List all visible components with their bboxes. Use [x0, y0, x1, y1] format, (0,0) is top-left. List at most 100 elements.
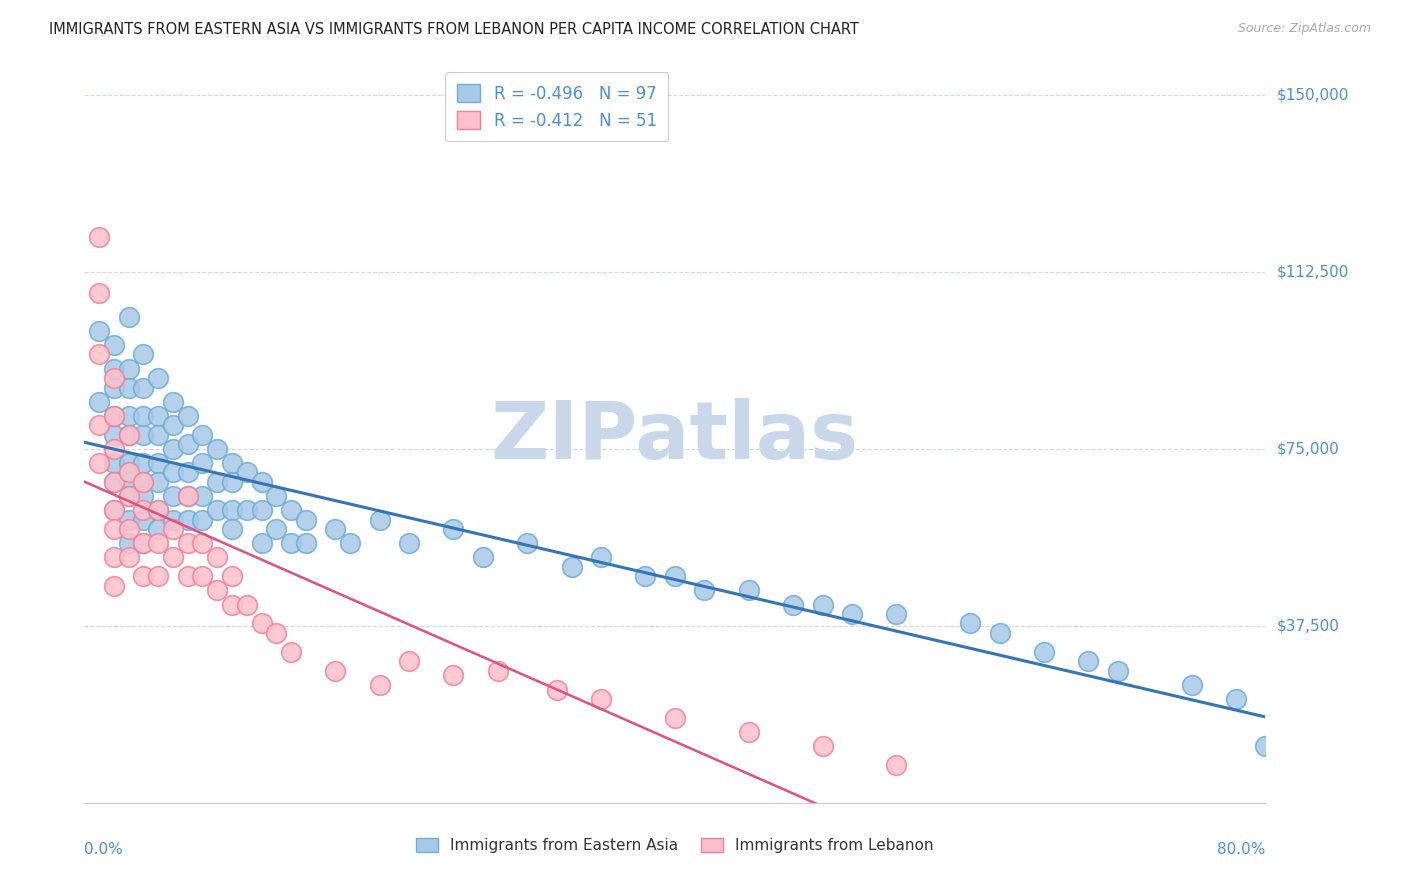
Point [177, 569, 200, 583]
Point [103, 338, 125, 352]
Point [148, 503, 170, 517]
Point [87, 394, 111, 409]
Legend: Immigrants from Eastern Asia, Immigrants from Lebanon: Immigrants from Eastern Asia, Immigrants… [409, 830, 941, 861]
Point [148, 409, 170, 423]
Point [103, 380, 125, 394]
Point [132, 513, 155, 527]
Point [443, 668, 465, 682]
Point [103, 371, 125, 385]
Point [591, 550, 613, 565]
Point [177, 536, 200, 550]
Point [118, 409, 141, 423]
Point [132, 489, 155, 503]
Point [398, 654, 420, 668]
Point [162, 394, 184, 409]
Point [191, 536, 214, 550]
Point [561, 559, 583, 574]
Point [177, 489, 200, 503]
Point [1254, 739, 1277, 754]
Point [266, 626, 288, 640]
Point [250, 616, 273, 631]
Point [177, 466, 200, 480]
Point [118, 489, 141, 503]
Point [841, 607, 863, 621]
Point [738, 583, 761, 598]
Point [250, 503, 273, 517]
Point [118, 361, 141, 376]
Point [162, 489, 184, 503]
Point [87, 456, 111, 470]
Point [132, 347, 155, 361]
Point [87, 229, 111, 244]
Point [103, 522, 125, 536]
Point [103, 427, 125, 442]
Point [516, 536, 538, 550]
Point [368, 678, 391, 692]
Point [162, 522, 184, 536]
Point [221, 569, 243, 583]
Point [162, 550, 184, 565]
Point [295, 513, 318, 527]
Point [103, 409, 125, 423]
Point [339, 536, 361, 550]
Text: ZIPatlas: ZIPatlas [491, 398, 859, 476]
Point [118, 475, 141, 489]
Point [103, 503, 125, 517]
Point [132, 427, 155, 442]
Point [132, 475, 155, 489]
Point [118, 536, 141, 550]
Point [236, 466, 259, 480]
Point [162, 466, 184, 480]
Point [398, 536, 420, 550]
Point [132, 569, 155, 583]
Point [738, 725, 761, 739]
Text: $37,500: $37,500 [1277, 618, 1340, 633]
Point [148, 371, 170, 385]
Point [207, 550, 229, 565]
Point [811, 739, 834, 754]
Point [207, 583, 229, 598]
Point [221, 598, 243, 612]
Point [103, 361, 125, 376]
Point [266, 489, 288, 503]
Point [103, 550, 125, 565]
Point [148, 503, 170, 517]
Point [546, 682, 568, 697]
Point [693, 583, 716, 598]
Point [148, 427, 170, 442]
Point [295, 536, 318, 550]
Point [118, 550, 141, 565]
Point [443, 522, 465, 536]
Text: $75,000: $75,000 [1277, 442, 1340, 457]
Point [591, 692, 613, 706]
Point [280, 645, 302, 659]
Point [87, 324, 111, 338]
Point [236, 598, 259, 612]
Point [177, 409, 200, 423]
Text: Source: ZipAtlas.com: Source: ZipAtlas.com [1237, 22, 1371, 36]
Point [103, 475, 125, 489]
Point [207, 475, 229, 489]
Point [87, 418, 111, 433]
Point [191, 427, 214, 442]
Point [118, 427, 141, 442]
Point [118, 513, 141, 527]
Point [132, 536, 155, 550]
Point [103, 475, 125, 489]
Point [988, 626, 1011, 640]
Point [148, 475, 170, 489]
Point [1107, 664, 1129, 678]
Point [811, 598, 834, 612]
Point [177, 513, 200, 527]
Point [118, 380, 141, 394]
Point [87, 347, 111, 361]
Point [664, 711, 686, 725]
Point [132, 503, 155, 517]
Text: IMMIGRANTS FROM EASTERN ASIA VS IMMIGRANTS FROM LEBANON PER CAPITA INCOME CORREL: IMMIGRANTS FROM EASTERN ASIA VS IMMIGRAN… [49, 22, 859, 37]
Text: 80.0%: 80.0% [1218, 842, 1265, 856]
Point [191, 489, 214, 503]
Point [886, 758, 908, 772]
Point [103, 409, 125, 423]
Point [87, 286, 111, 301]
Point [118, 310, 141, 324]
